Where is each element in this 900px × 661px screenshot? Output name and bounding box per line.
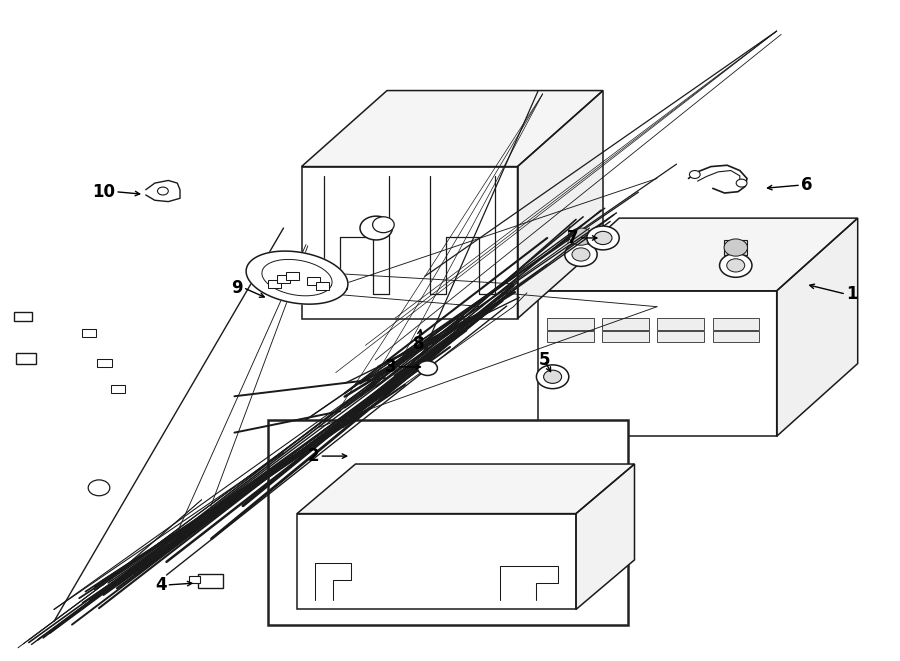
Bar: [268, 420, 628, 625]
Bar: [602, 331, 649, 342]
Circle shape: [689, 171, 700, 178]
Bar: [713, 319, 760, 330]
Circle shape: [736, 179, 747, 187]
Bar: [602, 319, 649, 330]
Circle shape: [564, 243, 598, 266]
Bar: [286, 272, 299, 280]
Bar: [657, 331, 705, 342]
Bar: [16, 353, 36, 364]
Polygon shape: [302, 91, 603, 167]
Polygon shape: [518, 91, 603, 319]
Bar: [268, 280, 281, 288]
Polygon shape: [576, 464, 634, 609]
Bar: [316, 282, 328, 290]
Polygon shape: [302, 167, 518, 319]
Text: 6: 6: [801, 176, 813, 194]
Text: 1: 1: [846, 285, 858, 303]
Circle shape: [418, 361, 437, 375]
Bar: [713, 331, 760, 342]
Circle shape: [360, 216, 392, 240]
Polygon shape: [777, 218, 858, 436]
Circle shape: [724, 239, 747, 256]
Polygon shape: [593, 229, 613, 247]
Circle shape: [587, 226, 619, 250]
Bar: [657, 319, 705, 330]
Bar: [547, 319, 594, 330]
Circle shape: [536, 365, 569, 389]
Bar: [307, 277, 320, 285]
Bar: [547, 331, 594, 342]
Bar: [82, 329, 96, 337]
Bar: [569, 229, 592, 244]
Bar: [97, 359, 112, 367]
Text: 8: 8: [413, 334, 424, 353]
Circle shape: [88, 480, 110, 496]
Text: 10: 10: [92, 182, 115, 201]
Bar: [14, 312, 32, 321]
Circle shape: [727, 258, 745, 272]
Bar: [724, 240, 747, 254]
Text: 7: 7: [567, 229, 579, 247]
Circle shape: [158, 187, 168, 195]
Text: 5: 5: [539, 351, 550, 369]
Circle shape: [373, 217, 394, 233]
Circle shape: [594, 231, 612, 245]
Bar: [277, 275, 290, 283]
Text: 2: 2: [308, 447, 320, 465]
Polygon shape: [297, 464, 634, 514]
Polygon shape: [538, 291, 777, 436]
Circle shape: [720, 253, 752, 278]
Polygon shape: [543, 368, 562, 385]
Polygon shape: [297, 514, 576, 609]
Bar: [111, 385, 125, 393]
Text: 9: 9: [231, 278, 243, 297]
Circle shape: [544, 370, 562, 383]
Text: 4: 4: [155, 576, 166, 594]
Circle shape: [572, 248, 590, 261]
Text: 3: 3: [384, 358, 396, 376]
Polygon shape: [246, 251, 348, 304]
Bar: [189, 576, 200, 583]
Polygon shape: [538, 218, 858, 291]
Bar: [198, 574, 223, 588]
Circle shape: [569, 228, 592, 245]
